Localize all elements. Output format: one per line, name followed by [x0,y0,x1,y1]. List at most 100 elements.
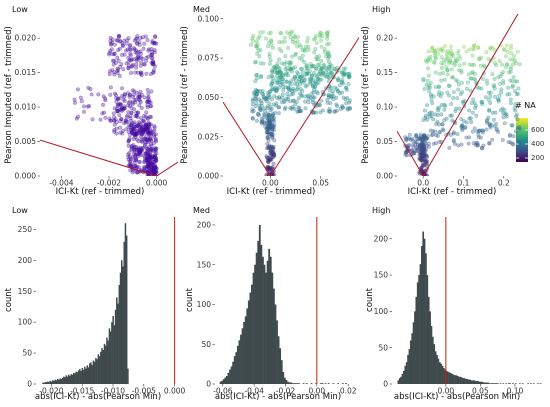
scatter-point [326,59,331,64]
y-tick-label: 0.100 [198,14,220,23]
scatter-point [302,49,307,54]
scatter-point [423,160,428,165]
scatter-point [291,86,296,91]
histogram-bar [252,272,255,384]
histogram-bar [44,382,47,384]
scatter-point [305,36,310,41]
scatter-point [449,54,454,59]
scatter-point [137,40,142,45]
histogram-bar [499,383,502,384]
scatter-point [439,55,444,60]
histogram-bar [487,382,489,384]
scatter-point [300,48,305,53]
histogram-bar [86,365,88,384]
scatter-point [281,88,286,93]
scatter-point [126,103,131,108]
histogram-bar [124,223,127,384]
scatter-point [407,132,412,137]
scatter-point [110,58,115,63]
histogram-bar [106,337,108,384]
scatter-point [337,83,342,88]
y-tick-label: 200 [197,221,212,230]
histogram-bar [421,246,423,384]
scatter-point [469,76,474,81]
scatter-point [100,111,105,116]
scatter-point [505,92,510,97]
y-tick-label: 0 [206,380,211,389]
scatter-point [435,113,440,118]
scatter-point [265,141,270,146]
scatter-point [506,140,511,145]
scatter-point [498,74,503,79]
scatter-point [139,70,144,75]
x-tick-label: -0.004 [49,179,73,188]
panel-title-bottom-low: Low [12,206,28,215]
scatter-point [335,103,340,108]
scatter-point [277,94,282,99]
scatter-point [152,64,157,69]
scatter-point [515,49,520,54]
scatter-point [345,95,350,100]
scatter-point [488,123,493,128]
scatter-point [292,81,297,86]
scatter-point [457,63,462,68]
scatter-point [147,138,152,143]
histogram-bar [430,325,433,384]
scatter-point [456,48,461,53]
histogram-bar [87,367,90,384]
scatter-point [510,78,515,83]
scatter-point [152,128,157,133]
histogram-bar [42,382,44,384]
scatter-point [274,78,279,83]
scatter-point [485,81,490,86]
histogram-bar [113,325,116,384]
scatter-point [515,91,520,96]
scatter-point [277,77,282,82]
scatter-point [517,125,522,130]
scatter-point [469,100,474,105]
histogram-bar [494,383,496,384]
scatter-point [303,84,308,89]
scatter-point [317,102,322,107]
x-tick-label: -0.02 [276,387,296,396]
scatter-point [336,78,341,83]
scatter-point [152,50,157,55]
histogram-bar [68,374,70,384]
scatter-point [126,65,131,70]
histogram-bar [82,369,85,384]
scatter-point [129,110,134,115]
histogram-bar [450,373,452,384]
scatter-point [142,41,147,46]
scatter-point [267,126,272,131]
histogram-bar [116,297,118,384]
scatter-point [515,79,520,84]
scatter-point [146,120,151,125]
scatter-point [344,101,349,106]
scatter-point [491,84,496,89]
histogram-bar [230,366,233,384]
scatter-point [448,59,453,64]
histogram-bar [74,373,76,384]
scatter-point [422,108,427,113]
histogram-bar [127,368,129,384]
scatter-point [258,30,263,35]
scatter-point [341,66,346,71]
scatter-point [484,78,489,83]
scatter-point [124,61,129,66]
scatter-point [500,137,505,142]
scatter-point [260,88,265,93]
x-tick-label: 0.05 [472,387,489,396]
y-tick-label: 0.005 [15,137,37,146]
scatter-point [466,141,471,146]
scatter-point [502,121,507,126]
scatter-point [436,108,441,113]
scatter-point [488,100,493,105]
scatter-point [296,96,301,101]
scatter-point [117,113,122,118]
scatter-point [492,61,497,66]
scatter-point [148,115,153,120]
scatter-point [261,94,266,99]
scatter-point [308,81,313,86]
scatter-point [131,46,136,51]
scatter-point [276,85,281,90]
